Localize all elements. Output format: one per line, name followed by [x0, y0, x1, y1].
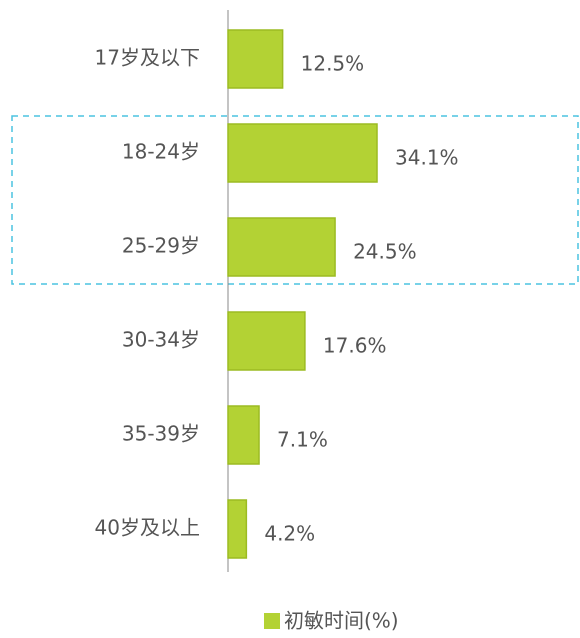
bar [227, 217, 336, 277]
highlight-box [11, 115, 579, 285]
category-label: 30-34岁 [122, 328, 200, 352]
bar [227, 499, 248, 559]
bar [227, 123, 378, 183]
legend-label: 初敏时间(%) [284, 609, 399, 633]
bar [227, 311, 306, 371]
value-label: 7.1% [277, 428, 328, 452]
value-label: 4.2% [264, 522, 315, 546]
bar [227, 405, 260, 465]
legend-swatch [264, 613, 280, 629]
value-label: 12.5% [301, 52, 365, 76]
category-label: 18-24岁 [122, 140, 200, 164]
bar [227, 29, 284, 89]
value-label: 17.6% [323, 334, 387, 358]
category-label: 35-39岁 [122, 422, 200, 446]
category-label: 40岁及以上 [95, 516, 200, 540]
value-label: 34.1% [395, 146, 459, 170]
category-label: 25-29岁 [122, 234, 200, 258]
value-label: 24.5% [353, 240, 417, 264]
category-label: 17岁及以下 [95, 46, 200, 70]
